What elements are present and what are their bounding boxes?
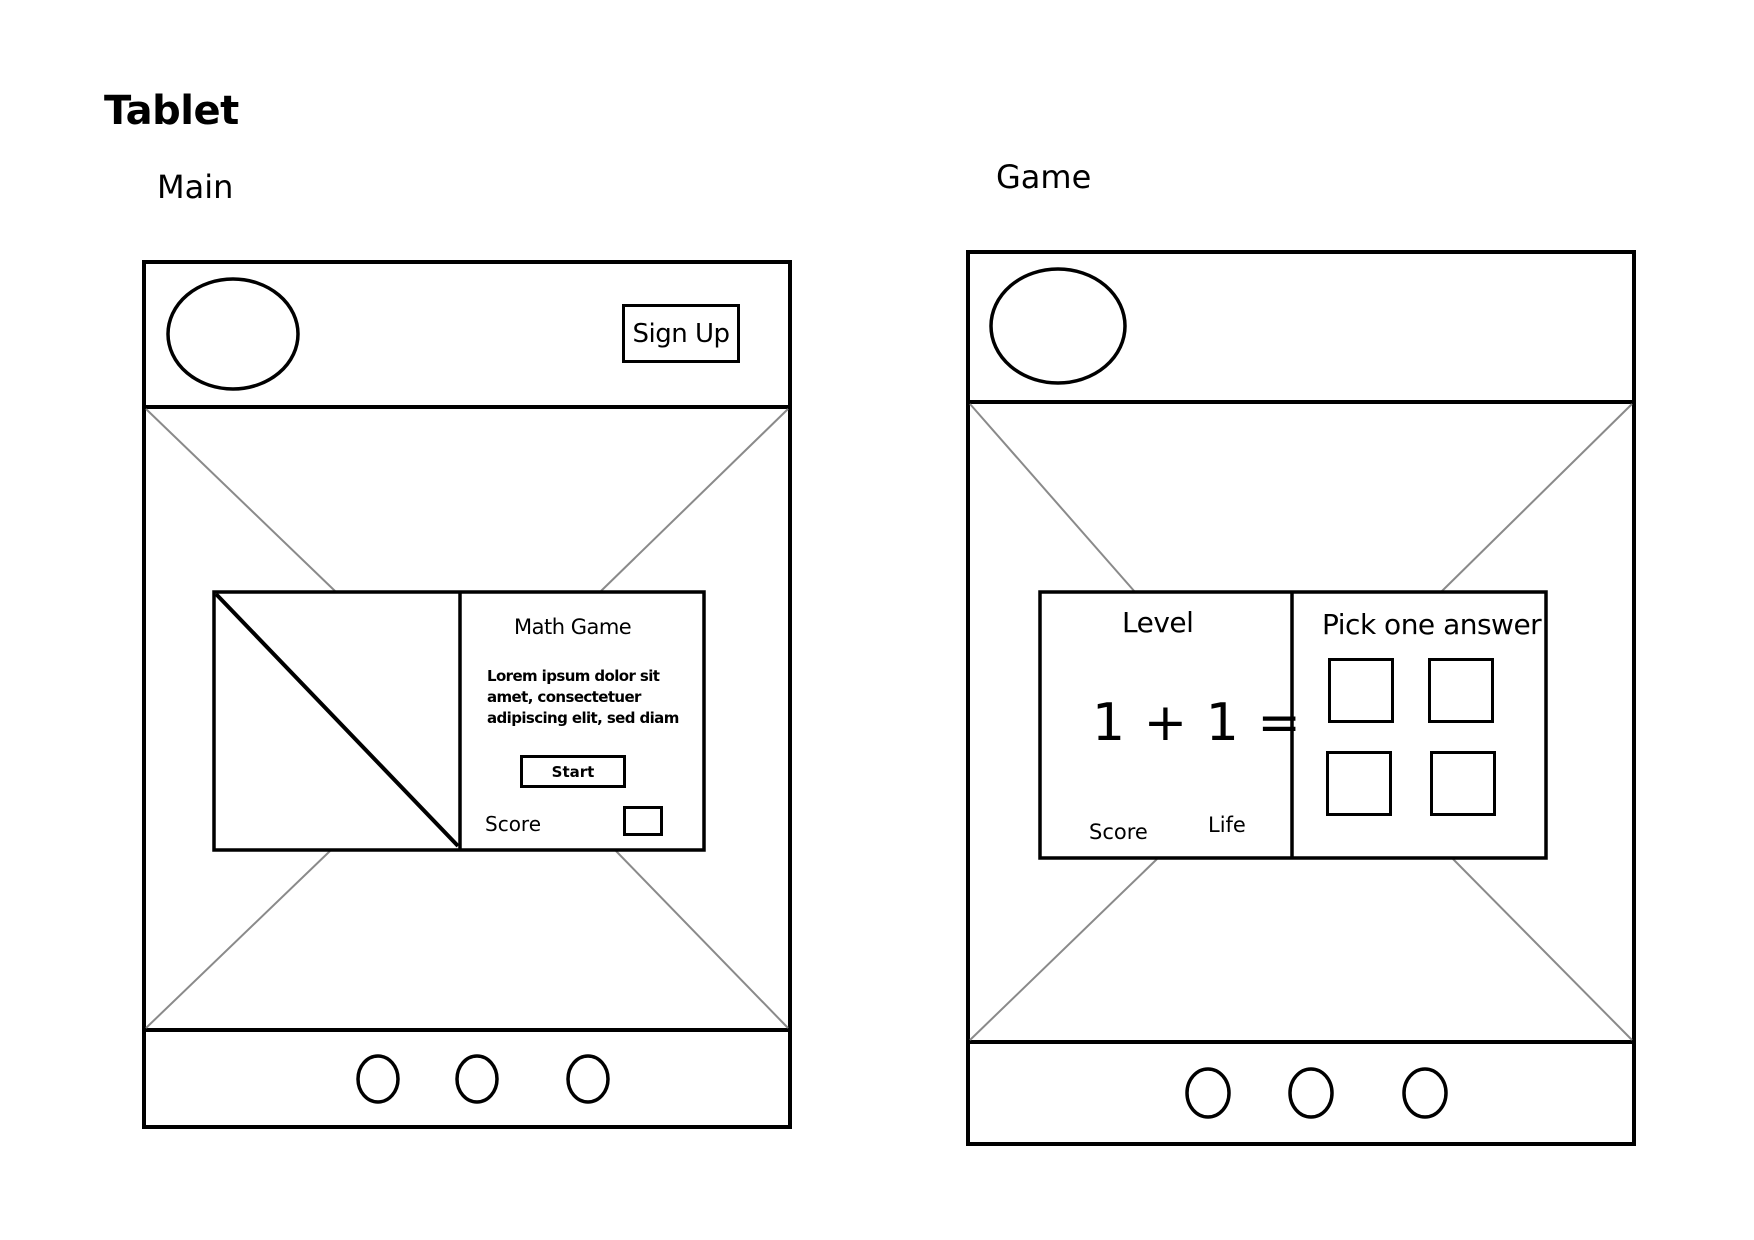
main-screen-label: Main [157, 168, 234, 206]
main-nav-dot-1[interactable] [356, 1054, 400, 1104]
main-logo-placeholder [166, 277, 300, 391]
main-score-box [623, 806, 663, 836]
pick-answer-label: Pick one answer [1322, 608, 1542, 641]
main-score-label: Score [485, 812, 542, 836]
main-nav-dot-2[interactable] [455, 1054, 499, 1104]
main-tablet-frame [142, 260, 792, 1129]
game-nav-dot-3[interactable] [1402, 1067, 1448, 1119]
game-nav-dot-2[interactable] [1288, 1067, 1334, 1119]
game-screen-label: Game [996, 158, 1092, 196]
signup-button[interactable]: Sign Up [622, 304, 740, 363]
main-card-title: Math Game [514, 615, 632, 639]
answer-option-3[interactable] [1326, 751, 1392, 816]
game-score-label: Score [1089, 820, 1148, 844]
equation-text: 1 + 1 = [1092, 693, 1302, 753]
main-card-image-diagonal [214, 592, 460, 848]
game-life-label: Life [1208, 813, 1246, 837]
start-button[interactable]: Start [520, 755, 626, 788]
page-title: Tablet [104, 88, 239, 134]
main-card-description: Lorem ipsum dolor sit amet, consectetuer… [487, 667, 679, 727]
answer-option-4[interactable] [1430, 751, 1496, 816]
answer-option-2[interactable] [1428, 658, 1494, 723]
main-tablet-outline [142, 260, 792, 1129]
answer-option-1[interactable] [1328, 658, 1394, 723]
level-label: Level [1122, 606, 1194, 639]
game-logo-placeholder [989, 267, 1127, 385]
game-nav-dot-1[interactable] [1185, 1067, 1231, 1119]
main-nav-dot-3[interactable] [566, 1054, 610, 1104]
